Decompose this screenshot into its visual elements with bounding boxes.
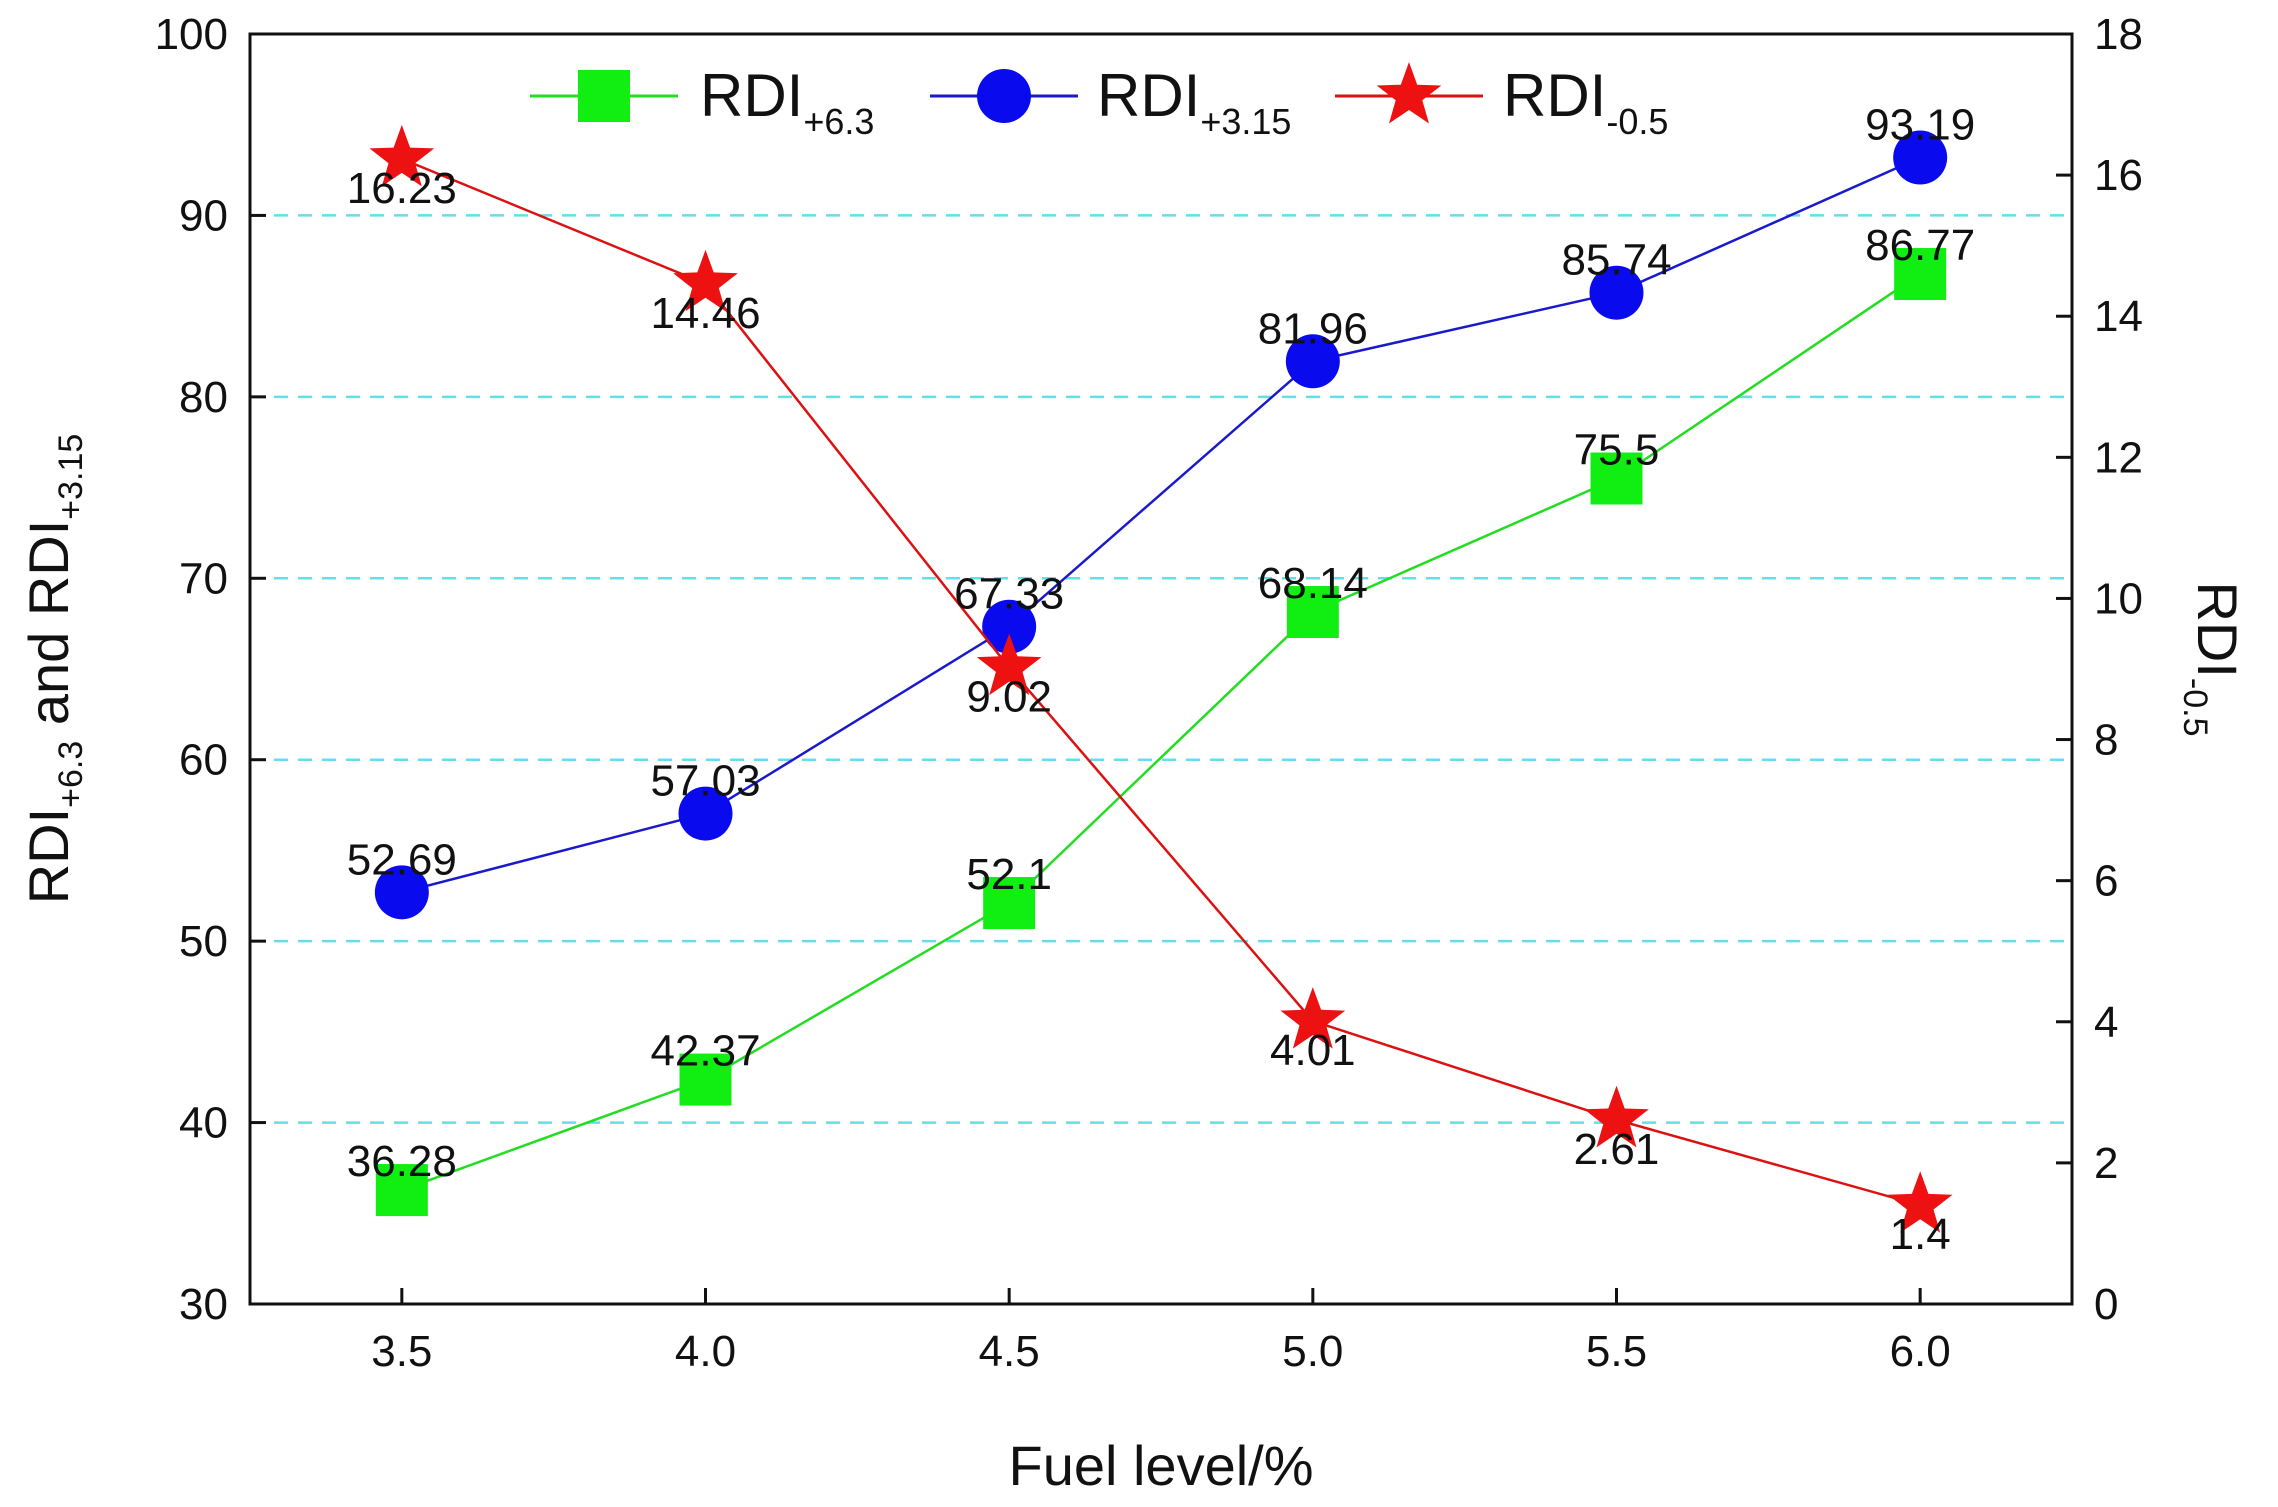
legend-label-main: RDI [1503, 62, 1606, 129]
y-left-tick-label: 90 [179, 191, 228, 240]
legend-label: RDI+3.15 [1097, 62, 1291, 142]
x-tick-label: 5.0 [1282, 1327, 1343, 1376]
y-right-tick-label: 2 [2094, 1139, 2118, 1188]
y-right-tick-label: 14 [2094, 292, 2143, 341]
data-point-circle [1589, 265, 1644, 320]
y-left-tick-label: 60 [179, 736, 228, 785]
legend-layer: RDI+6.3 RDI+3.15 RDI-0.5 [530, 62, 1668, 142]
data-point-square [1286, 586, 1339, 639]
data-label: 85.74 [1561, 236, 1671, 285]
data-label: 36.28 [347, 1137, 457, 1186]
data-label: 42.37 [650, 1027, 760, 1076]
x-tick-label: 4.0 [675, 1327, 736, 1376]
data-point-star [1280, 987, 1346, 1049]
y-right-tick-label: 16 [2094, 151, 2143, 200]
data-label: 57.03 [650, 757, 760, 806]
legend-label: RDI+6.3 [700, 62, 874, 142]
y-right-tick-label: 6 [2094, 857, 2118, 906]
label-layer: 36.28 42.37 52.1 68.14 75.5 86.77 52.69 57.03 67… [347, 101, 1975, 1260]
y-left-tick-label: 50 [179, 917, 228, 966]
legend-label-sub: +6.3 [803, 101, 874, 142]
data-label: 1.4 [1890, 1210, 1951, 1259]
y-right-tick-label: 12 [2094, 433, 2143, 482]
data-point-circle [1893, 130, 1948, 185]
data-label: 68.14 [1258, 559, 1368, 608]
data-label: 52.69 [347, 835, 457, 884]
data-label: 67.33 [954, 570, 1064, 619]
data-label: 4.01 [1270, 1026, 1356, 1075]
legend-label-sub: +3.15 [1200, 101, 1291, 142]
x-tick-label: 6.0 [1890, 1327, 1951, 1376]
y-left-tick-label: 30 [179, 1280, 228, 1329]
y-right-title-sub: -0.5 [2176, 678, 2214, 737]
legend-marker-square [578, 70, 630, 122]
x-tick-label: 3.5 [371, 1327, 432, 1376]
data-label: 52.1 [966, 850, 1052, 899]
series-line-star [401, 157, 1921, 1207]
y-left-tick-label: 100 [155, 10, 228, 59]
y-right-tick-label: 0 [2094, 1280, 2118, 1329]
y-left-tick-label: 80 [179, 373, 228, 422]
legend-label-main: RDI [700, 62, 803, 129]
data-point-star [673, 249, 738, 312]
y-axis-right-title: RDI-0.5 [2176, 581, 2249, 736]
y-right-title-main: RDI [2186, 581, 2249, 677]
series-layer [369, 124, 1953, 1233]
data-point-star [1584, 1085, 1649, 1148]
legend-label-sub: -0.5 [1606, 101, 1668, 142]
legend-marker-star [1376, 62, 1442, 124]
x-axis-title: Fuel level/% [1008, 1434, 1313, 1497]
y-left-tick-label: 40 [179, 1099, 228, 1148]
axes-layer: 30 40 50 60 70 80 90 100 0 2 4 6 8 10 12 14 16 18 3.5 4.0 4.… [155, 10, 2143, 1376]
legend-label-main: RDI [1097, 62, 1200, 129]
y-left-title-sub1: +6.3 [52, 741, 90, 808]
y-right-tick-label: 4 [2094, 998, 2118, 1047]
y-right-tick-label: 10 [2094, 574, 2143, 623]
data-point-square [983, 877, 1036, 930]
legend-marker-circle [977, 69, 1031, 123]
plot-frame [248, 32, 2074, 1306]
data-point-circle [374, 865, 429, 920]
x-tick-label: 4.5 [979, 1327, 1040, 1376]
data-point-star [369, 124, 435, 187]
y-left-tick-label: 70 [179, 554, 228, 603]
data-point-square [679, 1053, 732, 1106]
series-line-square [401, 272, 1921, 1192]
data-label: 16.23 [347, 164, 457, 213]
data-label: 14.46 [650, 289, 760, 338]
data-point-circle [1285, 334, 1340, 389]
data-label: 2.61 [1574, 1125, 1660, 1174]
y-right-tick-label: 18 [2094, 10, 2143, 59]
data-point-square [1894, 248, 1947, 301]
data-point-square [375, 1164, 428, 1217]
y-left-title-mid: and RDI [17, 520, 80, 741]
data-point-circle [678, 786, 733, 841]
data-point-circle [982, 599, 1037, 654]
data-point-star [976, 633, 1042, 696]
grid-layer [250, 214, 2072, 1124]
x-tick-label: 5.5 [1586, 1327, 1647, 1376]
y-right-tick-label: 8 [2094, 716, 2118, 765]
data-label: 9.02 [966, 673, 1052, 722]
data-point-square [1590, 452, 1643, 505]
data-label: 75.5 [1574, 426, 1660, 475]
data-label: 86.77 [1865, 221, 1975, 270]
y-axis-left-title: RDI+6.3 and RDI+3.15 [17, 434, 90, 905]
data-label: 81.96 [1258, 304, 1368, 353]
data-label: 93.19 [1865, 101, 1975, 150]
y-left-title-sub2: +3.15 [52, 434, 90, 520]
y-left-title-main: RDI [17, 808, 80, 904]
data-point-star [1887, 1171, 1953, 1233]
series-line-circle [401, 156, 1921, 894]
legend-label: RDI-0.5 [1503, 62, 1668, 142]
